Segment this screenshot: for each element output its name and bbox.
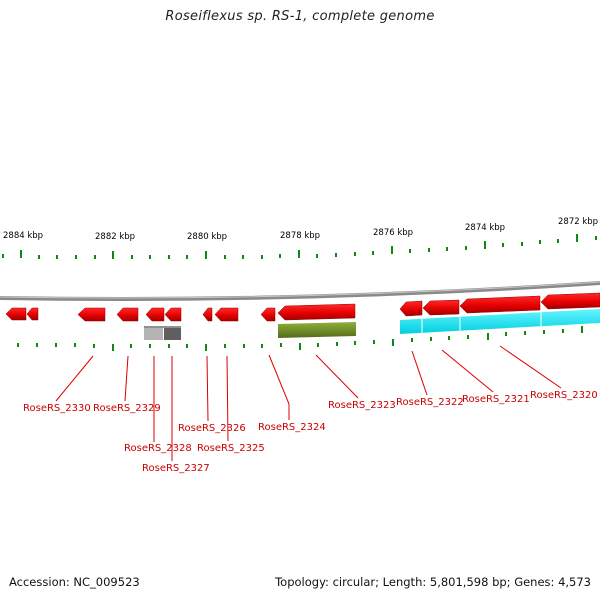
gene-label-rosers-2328[interactable]: RoseRS_2328 [124,443,192,454]
label-leader-lines [55,345,562,461]
gene-label-rosers-2327[interactable]: RoseRS_2327 [142,463,210,474]
scale-label-2882: 2882 kbp [95,232,135,242]
map-title: Roseiflexus sp. RS-1, complete genome [165,9,435,24]
gene-arrow[interactable] [214,307,239,322]
genome-backbone [0,281,600,301]
gene-arrow[interactable] [399,300,423,317]
gene-arrows [5,292,600,322]
gene-arrow[interactable] [5,307,27,321]
gene-arrow[interactable] [116,307,139,322]
gray-feature-top [144,326,181,328]
gene-arrow[interactable] [459,295,541,314]
gene-label-rosers-2326[interactable]: RoseRS_2326 [178,423,246,434]
gene-label-rosers-2329[interactable]: RoseRS_2329 [93,403,161,414]
gene-labels: RoseRS_2330 RoseRS_2329 RoseRS_2328 Rose… [23,390,598,474]
gene-arrow[interactable] [202,307,213,322]
scale-label-2872: 2872 kbp [558,217,598,227]
gene-label-rosers-2323[interactable]: RoseRS_2323 [328,400,396,411]
scale-label-2878: 2878 kbp [280,231,320,241]
gene-arrow[interactable] [422,299,460,316]
olive-feature[interactable] [278,322,356,338]
scale-label-2874: 2874 kbp [465,223,505,233]
gene-arrow[interactable] [77,307,106,322]
gene-arrow[interactable] [540,292,600,310]
gene-arrow[interactable] [26,307,39,321]
gene-arrow[interactable] [260,307,276,322]
scale-label-2876: 2876 kbp [373,228,413,238]
gene-label-rosers-2322[interactable]: RoseRS_2322 [396,397,464,408]
gene-arrow[interactable] [145,307,165,322]
gene-label-rosers-2324[interactable]: RoseRS_2324 [258,422,326,433]
topology-text: Topology: circular; Length: 5,801,598 bp… [275,575,591,589]
accession-text: Accession: NC_009523 [9,575,140,589]
scale-label-2880: 2880 kbp [187,232,227,242]
scale-label-2884: 2884 kbp [3,231,43,241]
gene-label-rosers-2325[interactable]: RoseRS_2325 [197,443,265,454]
upper-scale-ticks [2,234,597,259]
cyan-feature[interactable] [400,309,600,334]
lower-scale-ticks [17,326,583,351]
genome-backbone-highlight [0,281,600,299]
gene-label-rosers-2321[interactable]: RoseRS_2321 [462,394,530,405]
feature-blocks [144,309,600,340]
gene-label-rosers-2330[interactable]: RoseRS_2330 [23,403,91,414]
gene-arrow[interactable] [277,303,356,321]
gene-arrow[interactable] [164,307,182,322]
dark-gray-feature[interactable] [164,326,181,340]
gray-feature[interactable] [144,326,163,340]
gene-label-rosers-2320[interactable]: RoseRS_2320 [530,390,598,401]
